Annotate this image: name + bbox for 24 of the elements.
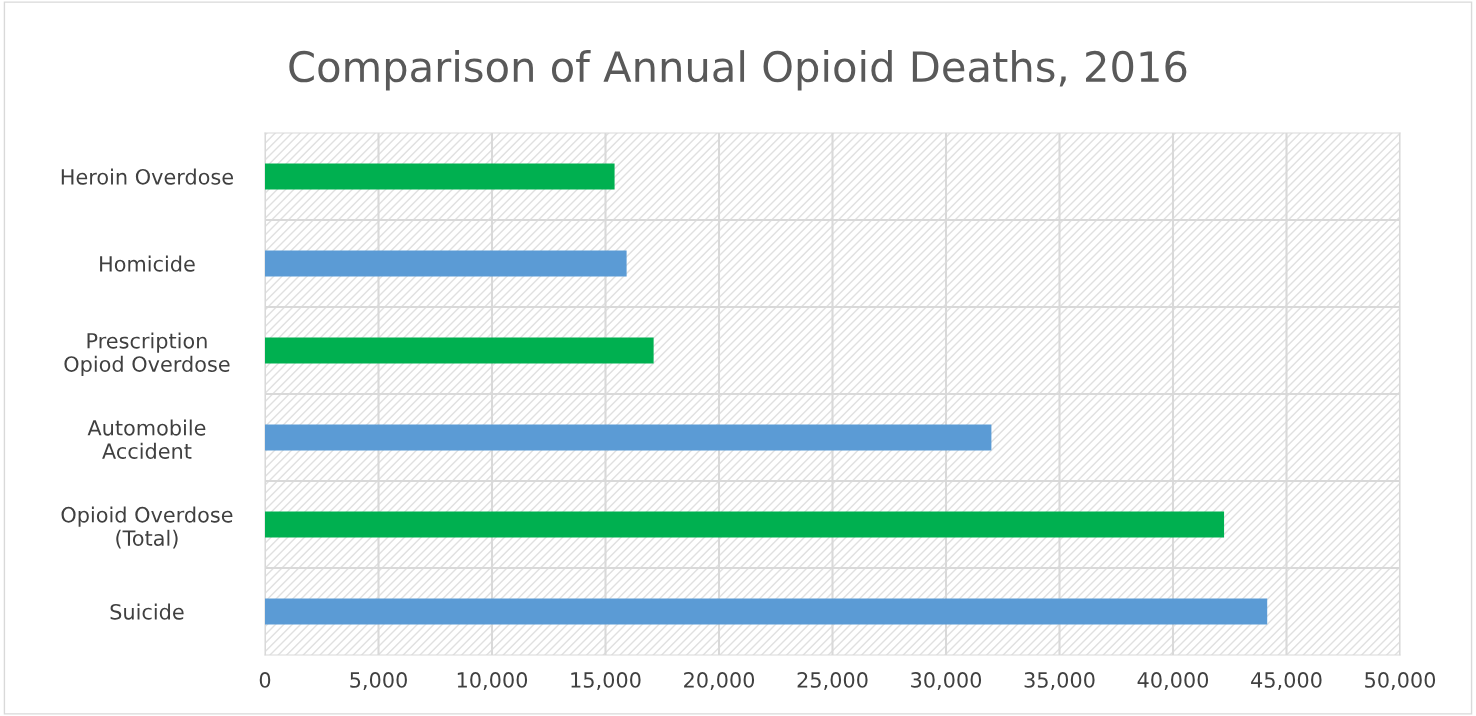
y-tick-label: Heroin Overdose [61,168,233,185]
chart-title: Comparison of Annual Opioid Deaths, 2016 [289,50,1187,91]
bar [265,337,654,364]
x-tick-label: 30,000 [911,672,982,690]
x-tick-label: 5,000 [350,672,407,690]
y-tick-label: Prescription Opiod Overdose [64,332,230,376]
y-tick-label: Automobile Accident [87,419,206,459]
x-tick-label: 45,000 [1251,672,1322,690]
x-tick-label: 10,000 [457,672,528,690]
bar [265,163,615,190]
x-tick-label: 40,000 [1137,672,1209,690]
bar [265,424,992,451]
bar [265,598,1268,625]
x-tick-label: 0 [259,672,271,688]
x-tick-label: 20,000 [684,672,755,690]
x-tick-label: 15,000 [571,672,641,690]
bar [265,511,1225,538]
x-tick-label: 25,000 [797,672,868,690]
x-tick-label: 35,000 [1024,672,1095,690]
bar [265,250,627,277]
y-tick-label: Opioid Overdose (Total) [61,506,233,549]
y-tick-label: Suicide [110,603,184,620]
y-tick-label: Homicide [100,255,195,272]
x-tick-label: 50,000 [1365,672,1436,690]
